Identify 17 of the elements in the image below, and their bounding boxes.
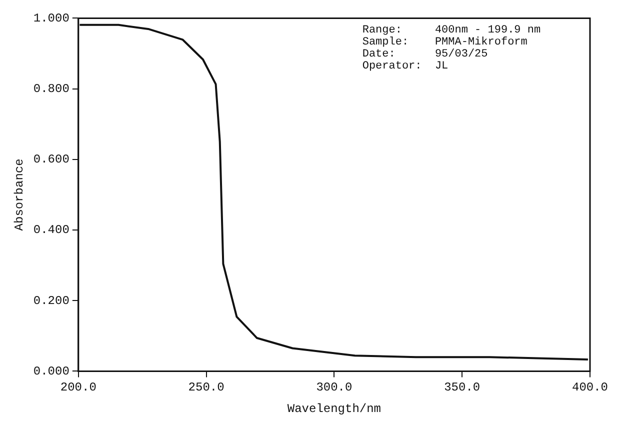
y-tick-label: 0.000 <box>33 364 70 378</box>
y-tick-label: 0.800 <box>33 82 70 96</box>
annotation: Operator: JL <box>362 60 448 73</box>
y-axis-title: Absorbance <box>12 158 26 231</box>
annotation: Sample: PMMA-Mikroform <box>362 36 528 49</box>
y-tick-label: 0.600 <box>33 152 70 167</box>
x-tick-label: 300.0 <box>316 380 352 395</box>
y-tick-label: 0.200 <box>33 294 70 308</box>
x-tick-label: 200.0 <box>60 380 96 395</box>
annotation: Date: 95/03/25 <box>362 48 488 61</box>
annotation: Range: 400nm - 199.9 nm <box>362 24 541 37</box>
x-tick-label: 400.0 <box>572 380 608 395</box>
y-tick-label: 1.000 <box>33 11 70 26</box>
y-tick-label: 0.400 <box>33 223 70 238</box>
x-tick-label: 350.0 <box>444 380 480 395</box>
x-axis-title: Wavelength/nm <box>287 402 382 416</box>
x-tick-label: 250.0 <box>188 380 224 395</box>
